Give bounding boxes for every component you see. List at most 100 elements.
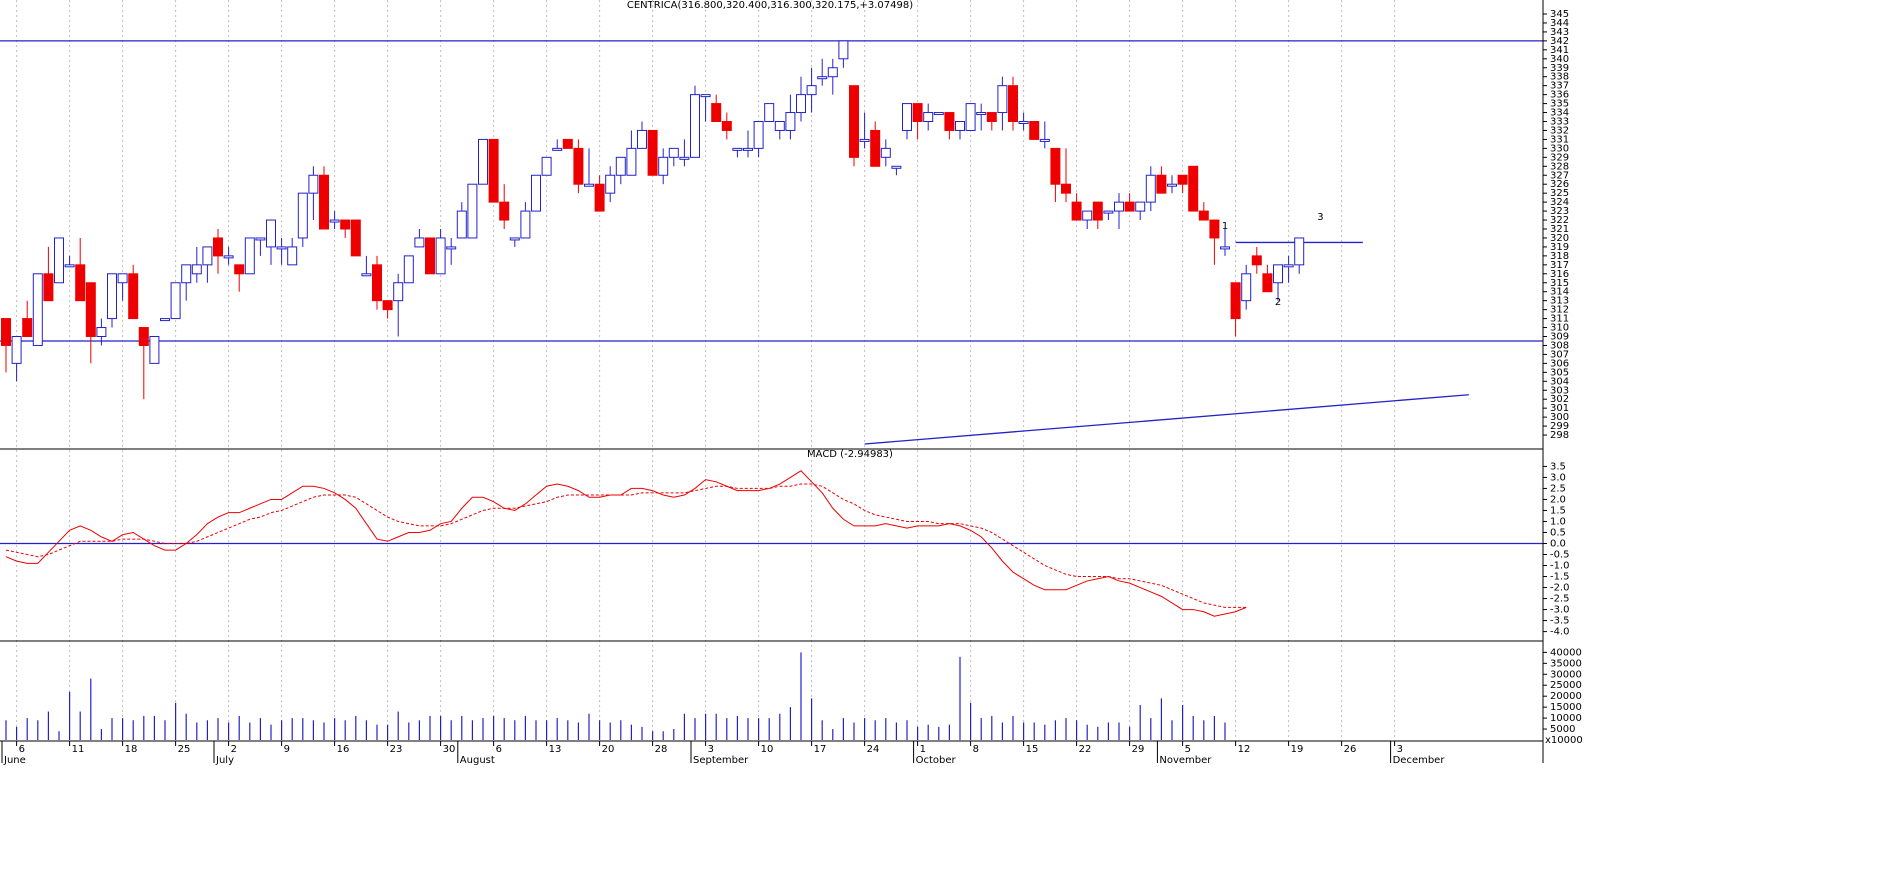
candle-body [1262, 273, 1273, 293]
volume-tick-label: 40000 [1550, 647, 1582, 658]
macd-tick-label: -4.0 [1550, 627, 1570, 638]
candle [806, 67, 817, 113]
price-tick-label: 302 [1550, 394, 1569, 405]
candle-body [1061, 183, 1071, 194]
candle [679, 139, 690, 167]
day-tick-label: 2 [231, 744, 237, 755]
candle-body [764, 103, 775, 123]
candle [181, 264, 192, 301]
candle-body [1167, 183, 1177, 187]
day-tick-label: 30 [443, 744, 456, 755]
candle-body [1241, 273, 1252, 302]
price-tick-label: 325 [1550, 188, 1569, 199]
pattern-annotation: 3 [1317, 212, 1323, 223]
candle-body [393, 282, 404, 302]
candle-body [774, 121, 785, 131]
candle-body [372, 264, 382, 302]
candle-body [138, 327, 149, 346]
candle-body [403, 255, 414, 284]
macd-tick-label: 2.5 [1550, 483, 1566, 494]
price-tick-label: 311 [1550, 314, 1569, 325]
candle [1071, 193, 1082, 221]
candle [743, 130, 753, 158]
candle [796, 76, 806, 122]
candle [753, 121, 764, 158]
candle-body [594, 183, 605, 212]
price-tick-label: 299 [1550, 421, 1569, 432]
candle-body [1103, 210, 1114, 214]
month-tick-label: December [1393, 755, 1446, 766]
price-tick-label: 337 [1550, 81, 1569, 92]
day-tick-label: 10 [761, 744, 774, 755]
candle-body [488, 138, 499, 203]
candle-body [435, 237, 446, 275]
candle [425, 237, 435, 275]
candle [1156, 166, 1167, 194]
candle [1209, 219, 1220, 265]
price-tick-label: 313 [1550, 296, 1569, 307]
price-tick-label: 316 [1550, 269, 1569, 280]
candle [605, 166, 616, 203]
candle [1008, 76, 1018, 131]
candle [1145, 166, 1156, 212]
candle-body [96, 327, 107, 337]
candle [584, 148, 594, 187]
price-tick-label: 336 [1550, 90, 1569, 101]
candle [827, 58, 838, 95]
candle [128, 264, 139, 320]
price-tick-label: 332 [1550, 125, 1569, 136]
price-tick-label: 310 [1550, 323, 1569, 334]
price-tick-label: 341 [1550, 45, 1569, 56]
candle-body [308, 174, 319, 194]
day-tick-label: 25 [178, 744, 191, 755]
candle-body [1029, 121, 1040, 140]
volume-tick-label: 5000 [1550, 724, 1575, 735]
macd-tick-label: 3.0 [1550, 472, 1566, 483]
candle-body [499, 201, 510, 221]
candle [372, 255, 382, 310]
candle [626, 130, 637, 176]
candle-body [1039, 138, 1050, 142]
candle [976, 103, 987, 131]
candle-body [870, 129, 881, 167]
candle-body [1220, 246, 1230, 250]
candle-body [1156, 174, 1167, 194]
candle-body [297, 192, 308, 239]
candle-body [1, 318, 11, 346]
candle-body [160, 318, 170, 322]
day-tick-label: 26 [1344, 744, 1357, 755]
candle [732, 147, 743, 158]
volume-tick-label: 20000 [1550, 691, 1582, 702]
macd-panel: 3.53.02.52.01.51.00.50.0-0.5-1.0-1.5-2.0… [0, 461, 1570, 638]
price-tick-label: 305 [1550, 367, 1569, 378]
candle [859, 112, 870, 149]
x-axis: 6 11 18 25 2 9 16 23 30 6 13 20 28 3 10 17 24 1 8 15 22 29 5 12… [0, 740, 1543, 766]
candle-body [902, 103, 912, 131]
candle [96, 318, 107, 346]
day-tick-label: 6 [19, 744, 25, 755]
candle-body [11, 336, 22, 364]
candle [191, 246, 202, 283]
day-tick-label: 8 [973, 744, 979, 755]
candle-body [414, 237, 425, 248]
price-tick-label: 306 [1550, 358, 1569, 369]
candle-body [85, 282, 96, 337]
price-tick-label: 329 [1550, 152, 1569, 163]
candle [711, 94, 722, 123]
candle [435, 229, 446, 275]
candle [43, 246, 54, 302]
macd-tick-label: 0.5 [1550, 527, 1566, 538]
candle-body [128, 273, 139, 320]
macd-line [5, 470, 1247, 617]
candle-body [1273, 264, 1283, 284]
candle-body [255, 237, 266, 241]
candle-body [552, 147, 563, 151]
day-tick-label: 12 [1238, 744, 1251, 755]
candle [266, 219, 276, 265]
candle-body [753, 121, 764, 149]
candle [870, 121, 881, 167]
macd-tick-label: -1.5 [1550, 572, 1570, 583]
candle [297, 192, 308, 247]
candle-body [1209, 219, 1220, 239]
